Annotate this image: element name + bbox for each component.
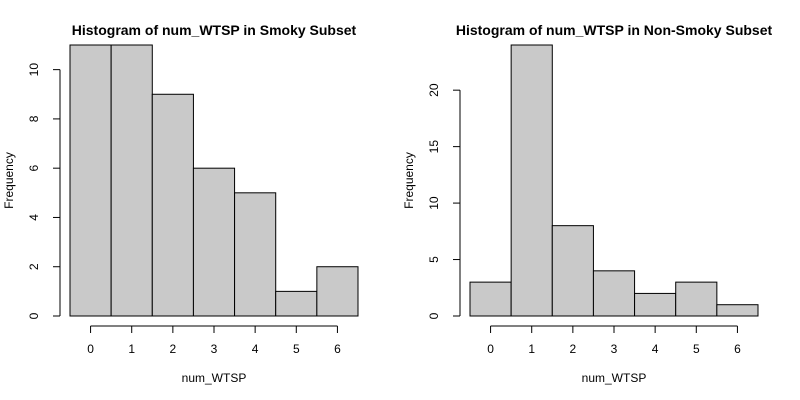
x-tick-label: 2 <box>570 342 577 356</box>
histogram-bar <box>551 225 594 317</box>
x-tick-label: 3 <box>211 342 218 356</box>
y-tick-label: 10 <box>427 196 441 210</box>
y-tick-label: 10 <box>27 63 41 77</box>
y-tick-label: 4 <box>27 214 41 221</box>
x-tick-label: 5 <box>293 342 300 356</box>
histogram-bar <box>592 270 636 317</box>
y-tick-label: 5 <box>427 256 441 263</box>
x-tick-label: 4 <box>252 342 259 356</box>
y-tick-label: 8 <box>27 115 41 122</box>
histogram-bar <box>110 44 153 317</box>
x-axis-label: num_WTSP <box>582 371 647 385</box>
y-tick-label: 2 <box>27 263 41 270</box>
y-tick-label: 20 <box>427 83 441 97</box>
y-axis-label: Frequency <box>2 152 16 209</box>
histogram-bar <box>675 281 718 317</box>
histogram-panel-non-smoky: Histogram of num_WTSP in Non-Smoky Subse… <box>402 22 773 385</box>
x-tick-label: 6 <box>734 342 741 356</box>
histogram-bar <box>469 281 512 317</box>
chart-title: Histogram of num_WTSP in Non-Smoky Subse… <box>456 22 773 38</box>
x-tick-label: 3 <box>611 342 618 356</box>
histogram-bar <box>316 266 359 317</box>
histogram-panel-smoky: Histogram of num_WTSP in Smoky Subset 0 1 2… <box>2 22 359 385</box>
y-tick-label: 15 <box>427 140 441 154</box>
x-axis-label: num_WTSP <box>182 371 247 385</box>
histogram-bar <box>716 304 759 317</box>
y-tick-label: 6 <box>27 165 41 172</box>
x-tick-label: 6 <box>334 342 341 356</box>
histogram-bar <box>634 292 677 317</box>
x-tick-label: 2 <box>170 342 177 356</box>
chart-title: Histogram of num_WTSP in Smoky Subset <box>72 22 357 38</box>
y-tick-label: 0 <box>427 312 441 319</box>
histogram-bar <box>151 93 194 317</box>
histogram-bar <box>234 192 277 317</box>
histogram-bar <box>275 290 318 317</box>
x-tick-label: 5 <box>693 342 700 356</box>
x-tick-label: 1 <box>528 342 535 356</box>
x-tick-label: 1 <box>128 342 135 356</box>
histogram-bar <box>69 44 112 317</box>
histogram-bar <box>192 167 236 317</box>
y-axis-label: Frequency <box>402 152 416 209</box>
histogram-bar <box>510 44 553 317</box>
y-tick-label: 0 <box>27 312 41 319</box>
x-tick-label: 0 <box>487 342 494 356</box>
x-tick-label: 4 <box>652 342 659 356</box>
x-tick-label: 0 <box>87 342 94 356</box>
